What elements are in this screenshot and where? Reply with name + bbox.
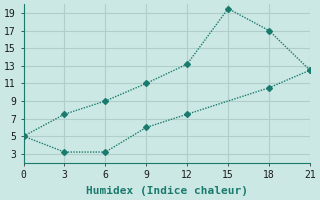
X-axis label: Humidex (Indice chaleur): Humidex (Indice chaleur) xyxy=(86,186,248,196)
